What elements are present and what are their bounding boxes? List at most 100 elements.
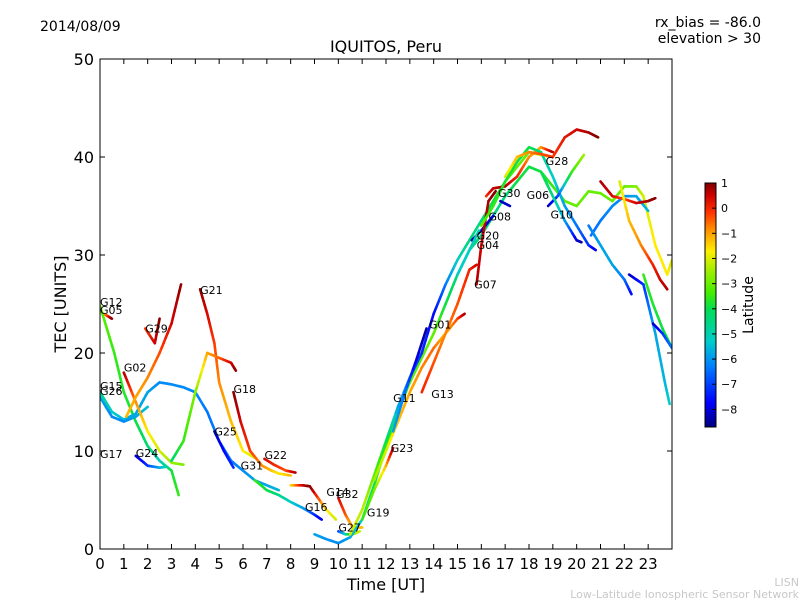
colorbar-tick-label: 1 — [721, 177, 728, 190]
date-label: 2014/08/09 — [40, 19, 121, 35]
series-g03 — [539, 170, 583, 244]
series-g31 — [170, 351, 238, 463]
series-segment — [474, 263, 478, 267]
x-tick-label: 4 — [191, 555, 201, 573]
satellite-label-g11: G11 — [393, 392, 416, 405]
x-tick-label: 22 — [615, 555, 634, 573]
series-g35 — [589, 194, 650, 237]
satellite-label-g29: G29 — [145, 322, 168, 335]
satellite-label-g04: G04 — [477, 239, 500, 252]
colorbar-tick-label: 0 — [721, 202, 728, 215]
series-segment — [549, 149, 555, 154]
satellite-label-g10: G10 — [550, 209, 573, 222]
x-tick-label: 15 — [448, 555, 467, 573]
satellite-label-g22: G22 — [264, 449, 287, 462]
series-segment — [489, 214, 495, 220]
series-g18 — [232, 390, 292, 477]
x-tick-label: 16 — [472, 555, 491, 573]
series-segment — [144, 405, 149, 410]
satellite-label-g19: G19 — [367, 507, 390, 520]
x-axis-label: Time [UT] — [346, 575, 425, 594]
series-segment — [103, 320, 109, 331]
satellite-label-g30: G30 — [498, 187, 521, 200]
x-tick-label: 23 — [639, 555, 658, 573]
series-segment — [644, 291, 649, 303]
series-g38 — [618, 180, 669, 291]
series-g40 — [642, 273, 672, 350]
series-segment — [233, 368, 238, 372]
series-segment — [595, 135, 600, 139]
satellite-label-g05: G05 — [100, 304, 123, 317]
colorbar-tick-label: −1 — [721, 227, 737, 240]
series-segment — [275, 488, 281, 492]
series-segment — [646, 211, 651, 222]
series-segment — [319, 517, 323, 521]
x-tick-label: 12 — [376, 555, 395, 573]
x-tick-label: 13 — [400, 555, 419, 573]
series-segment — [105, 328, 111, 339]
series-segment — [652, 323, 657, 335]
series-segment — [657, 348, 662, 360]
series-segment — [658, 356, 663, 368]
x-tick-label: 8 — [286, 555, 296, 573]
series-segment — [176, 489, 180, 497]
series-segment — [652, 235, 657, 247]
series-g36 — [587, 224, 633, 296]
y-tick-label: 40 — [74, 148, 94, 167]
series-segment — [642, 283, 647, 294]
satellite-label-g13: G13 — [431, 388, 454, 401]
series-g01 — [391, 327, 428, 433]
x-tick-label: 11 — [353, 555, 372, 573]
series-segment — [101, 312, 107, 323]
colorbar-tick-label: −8 — [721, 403, 737, 416]
series-g04 — [456, 229, 481, 276]
satellite-label-g16: G16 — [305, 501, 328, 514]
x-tick-label: 18 — [519, 555, 538, 573]
x-tick-label: 9 — [310, 555, 320, 573]
colorbar-ticks: 1 0 −1 −2 −3 −4 −5 −6 −7 −8 — [712, 177, 737, 416]
x-tick-label: 5 — [214, 555, 224, 573]
series-segment — [333, 516, 338, 521]
x-tick-label: 7 — [262, 555, 272, 573]
series-segment — [642, 194, 647, 206]
satellite-label-g02: G02 — [124, 362, 147, 375]
x-tick-label: 1 — [119, 555, 129, 573]
colorbar-tick-label: −2 — [721, 252, 737, 265]
series-segment — [178, 283, 183, 293]
series-g14 — [289, 483, 338, 521]
series-g02 — [122, 371, 185, 467]
satellite-label-g23: G23 — [391, 442, 414, 455]
x-tick-label: 21 — [591, 555, 610, 573]
series-segment — [654, 332, 659, 343]
colorbar-tick-label: −6 — [721, 353, 737, 366]
series-g17 — [124, 283, 183, 419]
series-segment — [646, 299, 651, 311]
series-g26 — [100, 395, 149, 423]
series-g23 — [360, 446, 395, 521]
series-g16 — [253, 479, 323, 521]
series-g39 — [627, 273, 671, 406]
colorbar-tick-label: −5 — [721, 328, 737, 341]
series-segment — [108, 336, 114, 347]
satellite-label-g06: G06 — [527, 189, 550, 202]
colorbar-tick-label: −4 — [721, 303, 737, 316]
colorbar-tick-label: −7 — [721, 378, 737, 391]
footer-lisn: LISN — [774, 576, 799, 589]
series-segment — [667, 399, 671, 406]
y-tick-label: 50 — [74, 50, 94, 69]
satellite-label-g27: G27 — [338, 521, 361, 534]
series-segment — [423, 327, 428, 335]
series-segment — [628, 290, 633, 296]
x-tick-label: 17 — [496, 555, 515, 573]
footer-network: Low-Latitude Ionospheric Sensor Network — [570, 588, 799, 600]
satellite-label-g26: G26 — [100, 385, 123, 398]
series-segment — [192, 390, 197, 402]
satellite-label-g14: G14 — [326, 486, 349, 499]
series-g25 — [213, 430, 235, 469]
series-segment — [648, 307, 653, 319]
series-segment — [188, 407, 193, 419]
satellite-label-g24: G24 — [136, 447, 159, 460]
x-tick-label: 14 — [424, 555, 443, 573]
series-g09 — [546, 153, 586, 208]
